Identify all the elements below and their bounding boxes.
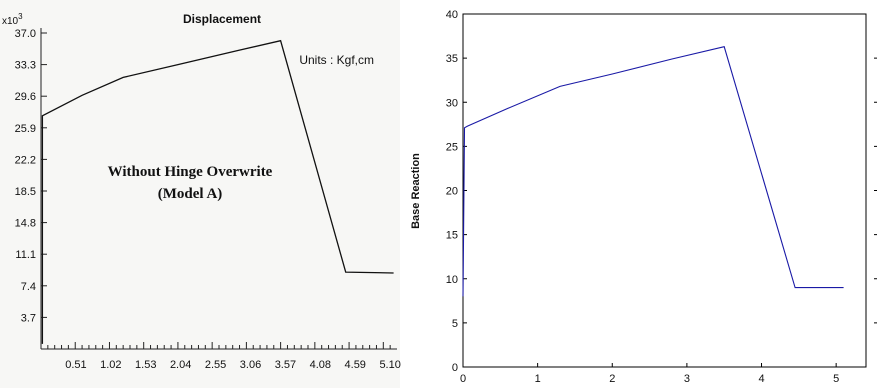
right-plot-frame: [462, 13, 867, 368]
left-x-tick-label: 3.06: [240, 359, 261, 371]
annotation-line-2: (Model A): [158, 186, 223, 202]
right-y-tick-label: 10: [446, 274, 458, 286]
left-x-tick-label: 3.57: [275, 359, 296, 371]
left-y-tick-label: 3.7: [21, 312, 36, 324]
right-y-axis-label: Base Reaction: [410, 153, 422, 229]
right-y-tick-label: 30: [446, 97, 458, 109]
left-series-line: [41, 39, 394, 344]
right-x-tick-label: 2: [609, 373, 615, 385]
left-x-tick-label: 2.55: [205, 359, 226, 371]
left-x-tick-label: 0.51: [65, 359, 86, 371]
right-y-tick-label: 35: [446, 53, 458, 65]
left-y-tick-label: 29.6: [15, 91, 36, 103]
left-y-tick-label: 11.1: [15, 249, 36, 261]
right-y-tick-label: 25: [446, 141, 458, 153]
right-y-ticks: 0 5 10 15 20 25 30 35 40: [446, 9, 467, 374]
right-y-tick-label: 5: [452, 318, 458, 330]
right-series: [462, 46, 844, 297]
right-edge-marks: [874, 57, 877, 324]
right-x-tick-label: 0: [460, 373, 466, 385]
units-label: Units : Kgf,cm: [299, 53, 374, 67]
left-x-tick-label: 1.02: [100, 359, 121, 371]
right-x-tick-label: 1: [535, 373, 541, 385]
left-y-tick-label: 14.8: [15, 218, 36, 230]
right-y-tick-label: 0: [452, 362, 458, 374]
right-x-tick-label: 4: [758, 373, 764, 385]
right-series-line: [462, 46, 844, 297]
left-y-ticks: 3.7 7.4 11.1 14.8 18.5 22.2 25.9 29.6 33.3 37.0: [15, 28, 47, 324]
left-chart-background: [0, 0, 400, 388]
left-chart: Displacement x103 Units : Kgf,cm Without…: [0, 0, 401, 388]
right-y-tick-label: 40: [446, 9, 458, 21]
right-y-tick-label: 20: [446, 186, 458, 198]
left-x-tick-label: 4.59: [345, 359, 366, 371]
left-chart-title: Displacement: [183, 12, 261, 26]
right-x-tick-label: 3: [684, 373, 690, 385]
annotation-line-1: Without Hinge Overwrite: [108, 164, 273, 180]
y-multiplier: x103: [2, 12, 23, 27]
left-x-tick-label: 4.08: [310, 359, 331, 371]
right-chart: Base Reaction 0 5 10 15 20 25 30 35 40 0 1 2 3 4 5: [410, 9, 877, 385]
left-y-tick-label: 37.0: [15, 28, 36, 40]
left-y-tick-label: 7.4: [21, 281, 36, 293]
right-x-tick-label: 5: [833, 373, 839, 385]
left-x-tick-label: 1.53: [135, 359, 156, 371]
right-x-ticks: 0 1 2 3 4 5: [460, 363, 839, 385]
left-y-tick-label: 22.2: [15, 154, 36, 166]
left-series: [41, 39, 394, 344]
left-y-tick-label: 25.9: [15, 123, 36, 135]
left-y-tick-label: 18.5: [15, 186, 36, 198]
left-x-tick-label: 5.10: [379, 359, 400, 371]
left-y-tick-label: 33.3: [15, 60, 36, 72]
right-y-tick-label: 15: [446, 230, 458, 242]
left-x-tick-label: 2.04: [170, 359, 191, 371]
left-x-ticks: 0.51 1.02 1.53 2.04 2.55 3.06 3.57 4.08 4.59 5.10: [47, 342, 401, 371]
